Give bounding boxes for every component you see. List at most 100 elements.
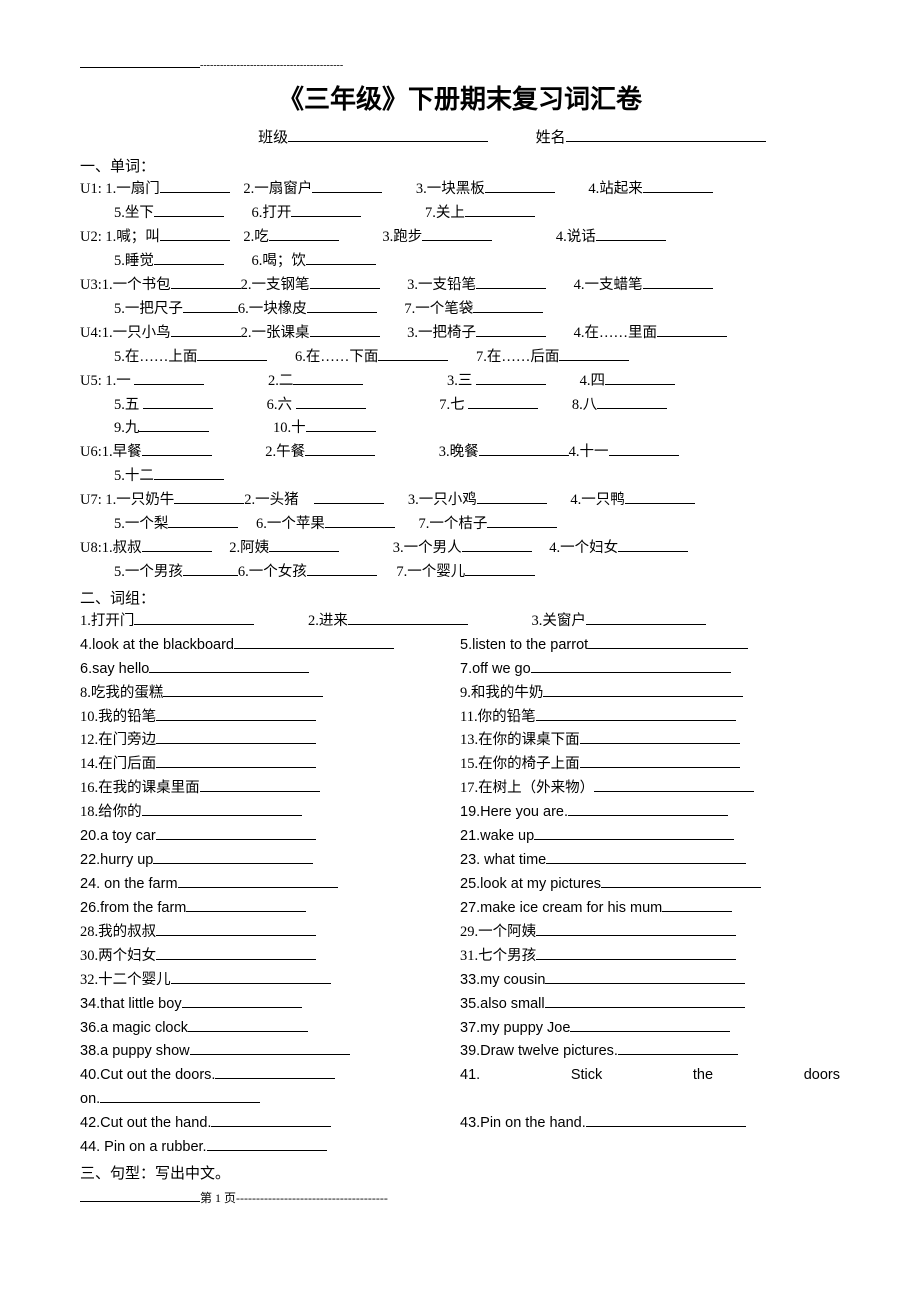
p44: 44. Pin on a rubber. [80,1139,207,1155]
p34: 34.that little boy [80,996,182,1012]
phrase-row-6-7: 6.say hello 7.off we go [80,658,840,682]
u7-2: 2.一头猪 [244,492,298,508]
u2-5: 5.睡觉 [114,253,154,269]
p28: 28.我的叔叔 [80,924,156,940]
u2-2: 2.吃 [243,229,268,245]
u1-6: 6.打开 [252,205,292,221]
u4-row2: 5.在……上面 6.在……下面 7.在……后面 [80,346,840,370]
p25: 25.look at my pictures [460,876,601,892]
phrase-row-20-21: 20.a toy car 21.wake up [80,825,840,849]
phrase-row-4-5: 4.look at the blackboard 5.listen to the… [80,634,840,658]
p36: 36.a magic clock [80,1020,188,1036]
p33: 33.my cousin [460,972,545,988]
u1-5: 5.坐下 [114,205,154,221]
u3-row1: U3:1.一个书包2.一支钢笔 3.一支铅笔 4.一支蜡笔 [80,274,840,298]
u4-7: 7.在……后面 [476,349,559,365]
u4-4: 4.在……里面 [574,325,657,341]
phrase-row-1: 1.打开门 2.进来 3.关窗户 [80,610,840,634]
u5-8: 8.八 [572,397,597,413]
p35: 35.also small [460,996,545,1012]
u3-6: 6.一块橡皮 [238,301,307,317]
u3-label: U3: [80,277,102,293]
u5-label: U5: [80,373,102,389]
phrase-row-38-39: 38.a puppy show 39.Draw twelve pictures. [80,1040,840,1064]
u1-7: 7.关上 [425,205,465,221]
section-2-head: 二、词组： [80,587,840,608]
u6-label: U6: [80,444,102,460]
u4-6: 6.在……下面 [295,349,378,365]
u7-label: U7: [80,492,102,508]
u7-1: 1.一只奶牛 [105,492,174,508]
u7-6: 6.一个苹果 [256,516,325,532]
u1-3: 3.一块黑板 [416,181,485,197]
u5-row1: U5: 1.一 2.二 3.三 4.四 [80,370,840,394]
phrase-row-18-19: 18.给你的 19.Here you are. [80,801,840,825]
phrase-row-34-35: 34.that little boy 35.also small [80,993,840,1017]
u8-3: 3.一个男人 [393,540,462,556]
u8-label: U8: [80,540,102,556]
p13: 13.在你的课桌下面 [460,732,580,748]
u5-7: 7.七 [439,397,464,413]
p24: 24. on the farm [80,876,178,892]
u4-2: 2.一张课桌 [241,325,310,341]
phrase-row-32-33: 32.十二个婴儿 33.my cousin [80,969,840,993]
u4-label: U4: [80,325,102,341]
phrase-row-36-37: 36.a magic clock 37.my puppy Joe [80,1017,840,1041]
u4-1: 1.一只小鸟 [102,325,171,341]
u5-10: 10.十 [273,420,306,436]
u7-5: 5.一个梨 [114,516,168,532]
u5-1: 1.一 [105,373,130,389]
phrase-row-24-25: 24. on the farm 25.look at my pictures [80,873,840,897]
p21: 21.wake up [460,828,534,844]
phrase-row-22-23: 22.hurry up 23. what time [80,849,840,873]
phrase-row-41e: on. [80,1088,840,1112]
phrase-row-12-13: 12.在门旁边 13.在你的课桌下面 [80,729,840,753]
p1: 1.打开门 [80,613,134,629]
phrase-row-8-9: 8.吃我的蛋糕 9.和我的牛奶 [80,682,840,706]
u5-9: 9.九 [114,420,139,436]
u2-3: 3.跑步 [382,229,422,245]
p12: 12.在门旁边 [80,732,156,748]
p42: 42.Cut out the hand. [80,1115,211,1131]
p38: 38.a puppy show [80,1043,190,1059]
u6-2: 2.午餐 [265,444,305,460]
u3-7: 7.一个笔袋 [404,301,473,317]
u5-4: 4.四 [580,373,605,389]
p29: 29.一个阿姨 [460,924,536,940]
u6-1: 1.早餐 [102,444,142,460]
u6-5: 5.十二 [114,468,154,484]
p43: 43.Pin on the hand. [460,1115,586,1131]
p2: 2.进来 [308,613,348,629]
u6-3: 3.晚餐 [439,444,479,460]
u7-row1: U7: 1.一只奶牛2.一头猪 3.一只小鸡 4.一只鸭 [80,489,840,513]
u2-1: 1.喊；叫 [105,229,159,245]
p3: 3.关窗户 [532,613,586,629]
p30: 30.两个妇女 [80,948,156,964]
u1-1: 1.一扇门 [105,181,159,197]
p23: 23. what time [460,852,546,868]
phrase-row-30-31: 30.两个妇女 31.七个男孩 [80,945,840,969]
p27: 27.make ice cream for his mum [460,900,662,916]
page-footer: 第 1 页-----------------------------------… [80,1189,840,1206]
u8-4: 4.一个妇女 [549,540,618,556]
u6-row1: U6:1.早餐 2.午餐 3.晚餐4.十一 [80,441,840,465]
p6: 6.say hello [80,661,149,677]
p16: 16.在我的课桌里面 [80,780,200,796]
u8-1: 1.叔叔 [102,540,142,556]
u4-3: 3.一把椅子 [407,325,476,341]
u2-row1: U2: 1.喊；叫 2.吃 3.跑步 4.说话 [80,226,840,250]
phrase-row-10-11: 10.我的铅笔 11.你的铅笔 [80,706,840,730]
p22: 22.hurry up [80,852,153,868]
phrase-row-44: 44. Pin on a rubber. [80,1136,840,1160]
p4: 4.look at the blackboard [80,637,234,653]
u4-row1: U4:1.一只小鸟 2.一张课桌 3.一把椅子 4.在……里面 [80,322,840,346]
p41b: Stick [571,1064,602,1088]
u8-7: 7.一个婴儿 [396,564,465,580]
p11: 11.你的铅笔 [460,709,536,725]
u7-7: 7.一个桔子 [419,516,488,532]
u5-3: 3.三 [447,373,472,389]
p17: 17.在树上（外来物） [460,780,594,796]
header-fields: 班级 姓名 [80,126,840,147]
u4-5: 5.在……上面 [114,349,197,365]
p41e: on. [80,1091,100,1107]
